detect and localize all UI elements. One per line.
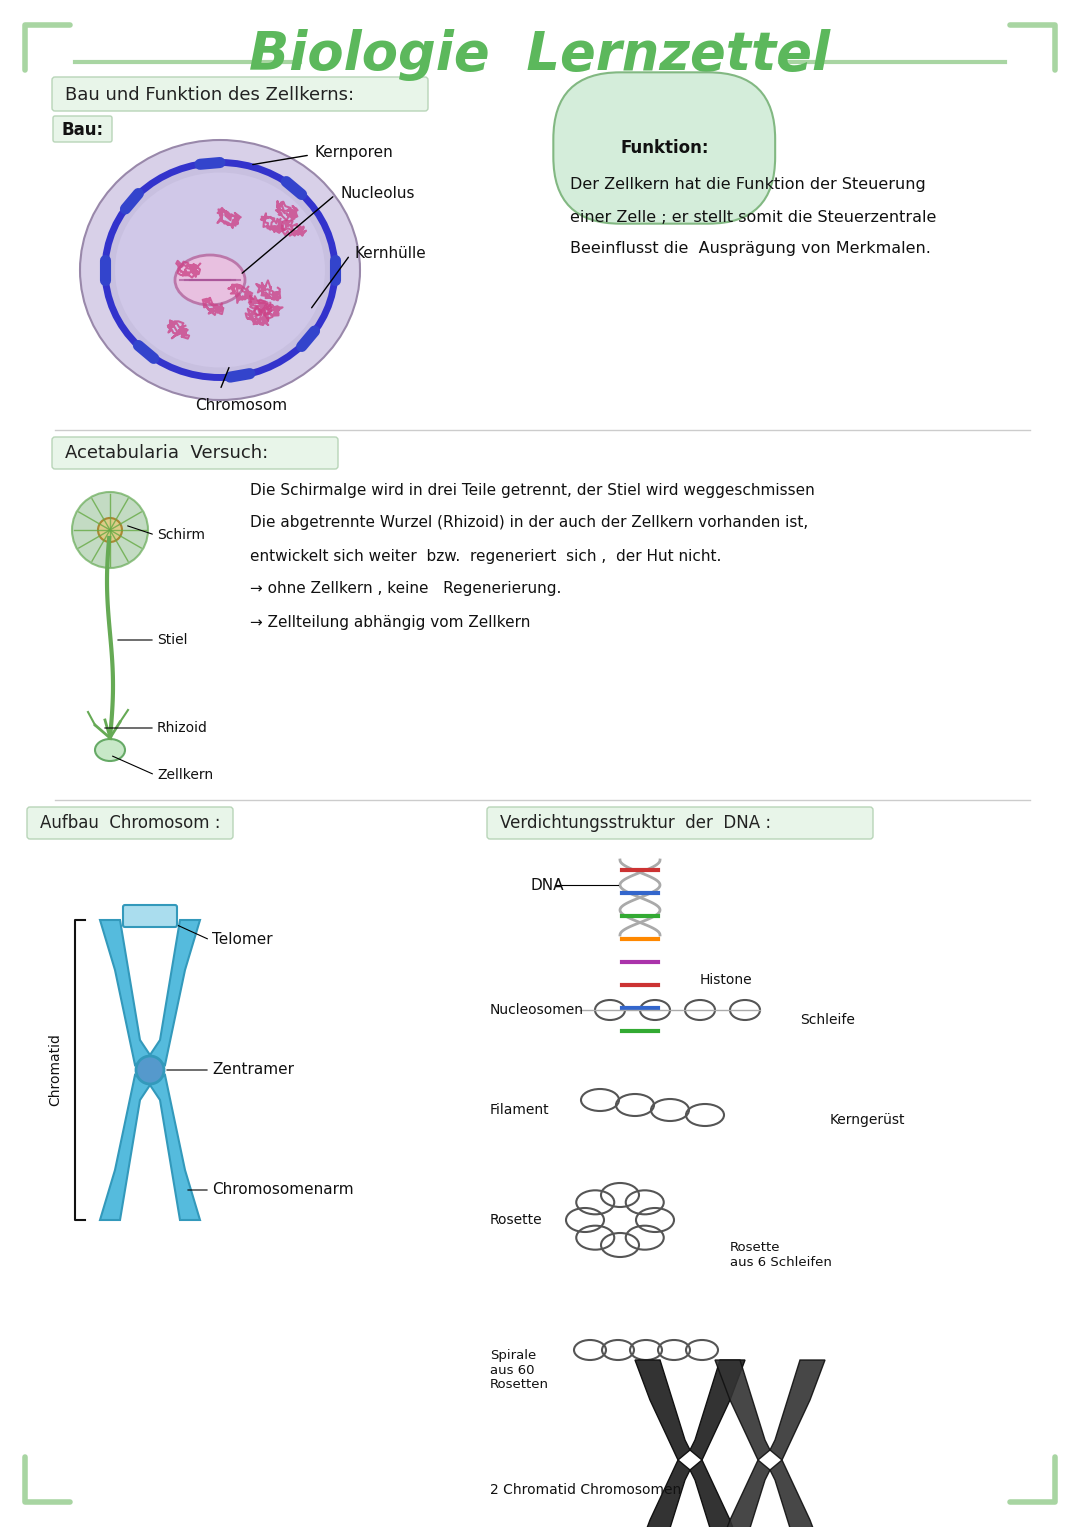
- Text: Stiel: Stiel: [157, 634, 188, 647]
- Text: DNA: DNA: [530, 878, 564, 892]
- Polygon shape: [715, 1460, 770, 1527]
- Text: → ohne Zellkern , keine   Regenerierung.: → ohne Zellkern , keine Regenerierung.: [249, 582, 562, 597]
- FancyBboxPatch shape: [53, 116, 112, 142]
- Polygon shape: [770, 1361, 825, 1460]
- Text: Spirale
aus 60
Rosetten: Spirale aus 60 Rosetten: [490, 1348, 549, 1391]
- Text: Nucleosomen: Nucleosomen: [490, 1003, 584, 1017]
- Text: Aufbau  Chromosom :: Aufbau Chromosom :: [40, 814, 220, 832]
- Text: Filament: Filament: [490, 1102, 550, 1116]
- Ellipse shape: [114, 173, 325, 368]
- Text: → Zellteilung abhängig vom Zellkern: → Zellteilung abhängig vom Zellkern: [249, 614, 530, 629]
- Text: Verdichtungsstruktur  der  DNA :: Verdichtungsstruktur der DNA :: [500, 814, 771, 832]
- Text: Schleife: Schleife: [800, 1012, 855, 1028]
- Text: Rosette: Rosette: [490, 1212, 542, 1228]
- Text: Funktion:: Funktion:: [620, 139, 708, 157]
- Ellipse shape: [105, 162, 335, 377]
- Text: Chromatid: Chromatid: [48, 1034, 62, 1107]
- Polygon shape: [635, 1460, 690, 1527]
- Text: Kerngerüst: Kerngerüst: [831, 1113, 905, 1127]
- Text: Acetabularia  Versuch:: Acetabularia Versuch:: [65, 444, 268, 463]
- Polygon shape: [100, 1075, 150, 1220]
- Ellipse shape: [95, 739, 125, 760]
- Text: einer Zelle ; er stellt somit die Steuerzentrale: einer Zelle ; er stellt somit die Steuer…: [570, 209, 936, 224]
- Text: Chromosom: Chromosom: [195, 397, 287, 412]
- Text: Histone: Histone: [700, 973, 753, 986]
- Polygon shape: [690, 1460, 745, 1527]
- Text: Kernhülle: Kernhülle: [355, 246, 427, 261]
- Polygon shape: [150, 919, 200, 1064]
- Text: Zellkern: Zellkern: [157, 768, 213, 782]
- Polygon shape: [150, 1075, 200, 1220]
- Text: Kernporen: Kernporen: [315, 145, 394, 160]
- Text: Die abgetrennte Wurzel (Rhizoid) in der auch der Zellkern vorhanden ist,: Die abgetrennte Wurzel (Rhizoid) in der …: [249, 516, 808, 530]
- Text: Der Zellkern hat die Funktion der Steuerung: Der Zellkern hat die Funktion der Steuer…: [570, 177, 926, 192]
- Ellipse shape: [175, 255, 245, 305]
- Circle shape: [136, 1057, 164, 1084]
- FancyBboxPatch shape: [487, 806, 873, 838]
- Polygon shape: [635, 1361, 690, 1460]
- FancyBboxPatch shape: [27, 806, 233, 838]
- Text: Rosette
aus 6 Schleifen: Rosette aus 6 Schleifen: [730, 1241, 832, 1269]
- Polygon shape: [715, 1361, 770, 1460]
- FancyBboxPatch shape: [52, 437, 338, 469]
- Text: Bau:: Bau:: [62, 121, 104, 139]
- Text: Biologie  Lernzettel: Biologie Lernzettel: [249, 29, 831, 81]
- Text: Telomer: Telomer: [212, 933, 272, 947]
- Polygon shape: [100, 919, 150, 1064]
- Text: Die Schirmalge wird in drei Teile getrennt, der Stiel wird weggeschmissen: Die Schirmalge wird in drei Teile getren…: [249, 483, 814, 498]
- Polygon shape: [770, 1460, 825, 1527]
- Circle shape: [98, 518, 122, 542]
- Text: Zentramer: Zentramer: [212, 1063, 294, 1078]
- Text: entwickelt sich weiter  bzw.  regeneriert  sich ,  der Hut nicht.: entwickelt sich weiter bzw. regeneriert …: [249, 548, 721, 563]
- Ellipse shape: [80, 140, 360, 400]
- Polygon shape: [690, 1361, 745, 1460]
- Text: Beeinflusst die  Ausprägung von Merkmalen.: Beeinflusst die Ausprägung von Merkmalen…: [570, 241, 931, 257]
- FancyBboxPatch shape: [123, 906, 177, 927]
- FancyBboxPatch shape: [52, 76, 428, 111]
- Text: Rhizoid: Rhizoid: [157, 721, 207, 734]
- Text: Nucleolus: Nucleolus: [340, 185, 415, 200]
- Circle shape: [72, 492, 148, 568]
- Text: Chromosomenarm: Chromosomenarm: [212, 1182, 353, 1197]
- Text: Bau und Funktion des Zellkerns:: Bau und Funktion des Zellkerns:: [65, 86, 354, 104]
- Text: Schirm: Schirm: [157, 528, 205, 542]
- Text: 2 Chromatid Chromosomen: 2 Chromatid Chromosomen: [490, 1483, 681, 1496]
